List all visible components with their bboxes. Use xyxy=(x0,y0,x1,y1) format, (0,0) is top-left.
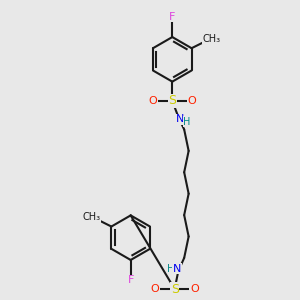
Text: O: O xyxy=(151,284,159,294)
Text: CH₃: CH₃ xyxy=(203,34,221,44)
Text: H: H xyxy=(184,117,191,127)
Text: F: F xyxy=(169,12,176,22)
Text: S: S xyxy=(171,283,179,296)
Text: N: N xyxy=(176,114,184,124)
Text: N: N xyxy=(173,264,181,274)
Text: CH₃: CH₃ xyxy=(82,212,100,222)
Text: O: O xyxy=(190,284,199,294)
Text: O: O xyxy=(188,96,196,106)
Text: F: F xyxy=(128,275,134,285)
Text: O: O xyxy=(148,96,157,106)
Text: S: S xyxy=(168,94,176,107)
Text: H: H xyxy=(167,264,175,274)
